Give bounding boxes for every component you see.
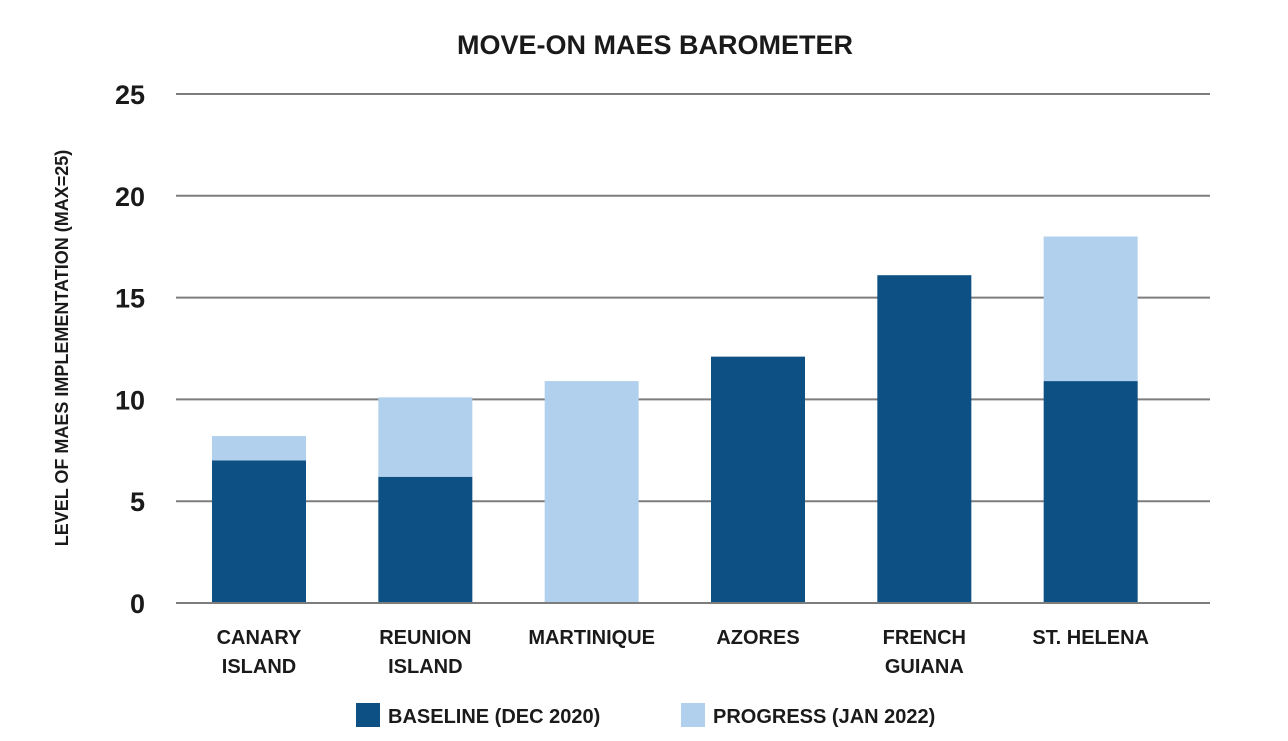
x-tick-line: REUNION xyxy=(379,627,471,649)
bars xyxy=(176,236,1210,604)
x-tick-label-0: CANARY ISLAND xyxy=(217,627,302,678)
legend-swatch-progress xyxy=(681,703,705,727)
y-tick-20: 20 xyxy=(115,182,145,212)
y-tick-25: 25 xyxy=(115,80,145,110)
x-tick-label-3: AZORES xyxy=(716,627,799,649)
legend-label-baseline: BASELINE (DEC 2020) xyxy=(388,706,600,728)
bar-martinique-progress xyxy=(544,381,639,603)
x-tick-label-2: MARTINIQUE xyxy=(528,627,655,649)
bar-sthelena-progress xyxy=(1043,236,1138,382)
legend-swatch-baseline xyxy=(356,703,380,727)
x-tick-line: ISLAND xyxy=(388,656,462,678)
y-tick-10: 10 xyxy=(115,385,145,415)
bar-reunion-island-progress xyxy=(378,397,473,477)
x-tick-label-5: ST. HELENA xyxy=(1032,627,1149,649)
legend: BASELINE (DEC 2020) PROGRESS (JAN 2022) xyxy=(356,703,935,728)
bar-sthelena-baseline xyxy=(1043,381,1138,603)
x-tick-line: ISLAND xyxy=(222,656,296,678)
y-axis-label: LEVEL OF MAES IMPLEMENTATION (MAX=25) xyxy=(52,150,72,547)
x-tick-line: AZORES xyxy=(716,627,799,649)
bar-french-guiana-baseline xyxy=(877,275,972,603)
x-tick-line: CANARY xyxy=(217,627,302,649)
x-tick-label-4: FRENCH GUIANA xyxy=(883,627,966,678)
y-tick-labels: 0 5 10 15 20 25 xyxy=(115,80,145,619)
x-tick-line: FRENCH xyxy=(883,627,966,649)
x-tick-line: ST. HELENA xyxy=(1032,627,1149,649)
x-tick-label-1: REUNION ISLAND xyxy=(379,627,471,678)
y-tick-15: 15 xyxy=(115,284,145,314)
x-tick-labels: CANARY ISLAND REUNION ISLAND MARTINIQUE AZORE… xyxy=(217,627,1149,678)
x-tick-line: MARTINIQUE xyxy=(528,627,655,649)
y-tick-0: 0 xyxy=(130,589,145,619)
bar-canary-island-baseline xyxy=(212,460,306,603)
y-tick-5: 5 xyxy=(130,487,145,517)
bar-canary-island-progress xyxy=(212,436,306,461)
bar-azores-baseline xyxy=(711,356,805,603)
legend-label-progress: PROGRESS (JAN 2022) xyxy=(713,706,935,728)
bar-reunion-island-baseline xyxy=(378,476,473,603)
x-tick-line: GUIANA xyxy=(885,656,964,678)
chart-title: MOVE-ON MAES BAROMETER xyxy=(457,30,853,60)
